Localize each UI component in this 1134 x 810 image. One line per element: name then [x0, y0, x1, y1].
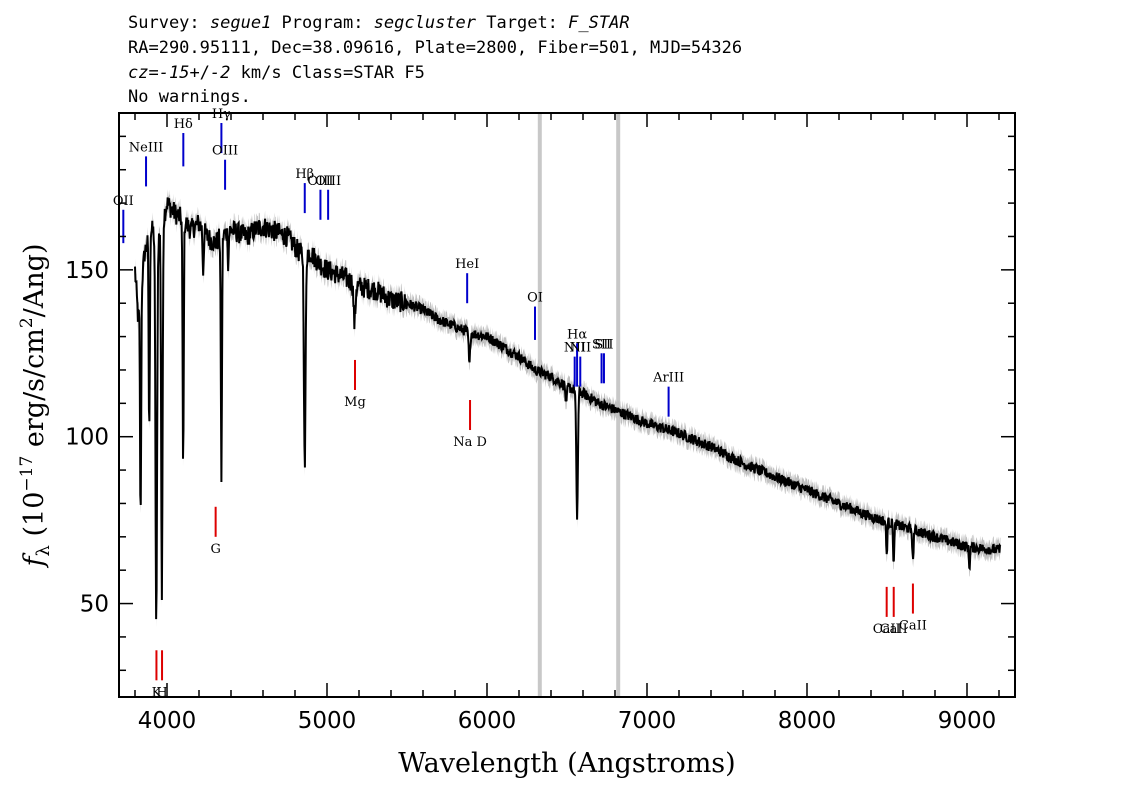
emission-label-10: NII — [564, 341, 586, 356]
absorption-label-6: CaII — [880, 622, 908, 637]
emission-label-11: Hα — [567, 327, 587, 342]
x-tick-label-4: 8000 — [778, 708, 837, 734]
emission-label-5: Hβ — [295, 167, 314, 182]
emission-label-14: SII — [594, 337, 613, 352]
header-line-1-part-0: Survey: — [128, 13, 210, 33]
error-band — [135, 189, 1001, 628]
header-line-4: No warnings. — [128, 87, 251, 107]
y-axis-title: fλ (10−17 erg/s/cm2/Ang) — [17, 244, 54, 569]
x-tick-label-2: 6000 — [458, 708, 517, 734]
absorption-label-7: CaII — [899, 619, 927, 634]
emission-label-4: OIII — [212, 144, 238, 159]
emission-label-12: NII — [569, 341, 591, 356]
header-line-1-part-3: segcluster — [374, 13, 477, 33]
x-tick-label-3: 7000 — [618, 708, 677, 734]
absorption-label-4: Na D — [453, 435, 487, 450]
absorption-label-0: K — [152, 685, 162, 700]
header-line-3-part-2: +/ — [189, 63, 209, 83]
x-axis-title: Wavelength (Angstroms) — [398, 748, 735, 779]
spectrum-line — [134, 197, 1002, 620]
y-tick-label-1: 100 — [65, 425, 109, 451]
x-tick-label-1: 5000 — [298, 708, 357, 734]
absorption-label-3: Mg — [344, 395, 366, 410]
header-line-3-part-0: cz= — [128, 63, 159, 83]
x-tick-label-5: 9000 — [938, 708, 997, 734]
emission-label-7: OIII — [315, 174, 341, 189]
chart-header: Survey: segue1 Program: segcluster Targe… — [128, 13, 742, 107]
emission-label-1: NeIII — [129, 140, 163, 155]
emission-label-13: SII — [592, 337, 611, 352]
spectrum-group — [134, 189, 1002, 628]
header-line-1-part-2: Program: — [271, 13, 373, 33]
header-line-3: cz=-15+/-2 km/s Class=STAR F5 — [128, 63, 425, 83]
header-line-3-part-1: -15 — [159, 63, 190, 83]
emission-label-6: OIII — [307, 174, 333, 189]
header-line-1-part-5: F_STAR — [568, 13, 629, 33]
emission-label-0: OII — [113, 194, 134, 209]
emission-label-8: HeI — [455, 257, 479, 272]
emission-label-15: ArIII — [652, 371, 684, 386]
absorption-label-5: CaII — [873, 622, 901, 637]
header-line-1-part-1: segue1 — [210, 13, 271, 33]
absorption-label-2: G — [210, 542, 220, 557]
emission-label-9: OI — [527, 291, 543, 306]
header-line-3-part-4: km/s Class=STAR F5 — [230, 63, 424, 83]
x-tick-label-0: 4000 — [138, 708, 197, 734]
header-line-1-part-4: Target: — [476, 13, 568, 33]
emission-label-2: Hδ — [174, 117, 193, 132]
plot-frame — [118, 112, 1016, 698]
y-tick-label-0: 50 — [80, 592, 109, 618]
emission-label-3: Hγ — [212, 107, 231, 122]
absorption-label-1: H — [156, 685, 167, 700]
header-line-3-part-3: -2 — [210, 63, 230, 83]
y-tick-label-2: 150 — [65, 258, 109, 284]
header-line-1: Survey: segue1 Program: segcluster Targe… — [128, 13, 630, 33]
header-line-2: RA=290.95111, Dec=38.09616, Plate=2800, … — [128, 38, 742, 58]
axes-group: 4000 5000 6000 7000 8000 9000 50 100 150 — [65, 113, 1015, 734]
